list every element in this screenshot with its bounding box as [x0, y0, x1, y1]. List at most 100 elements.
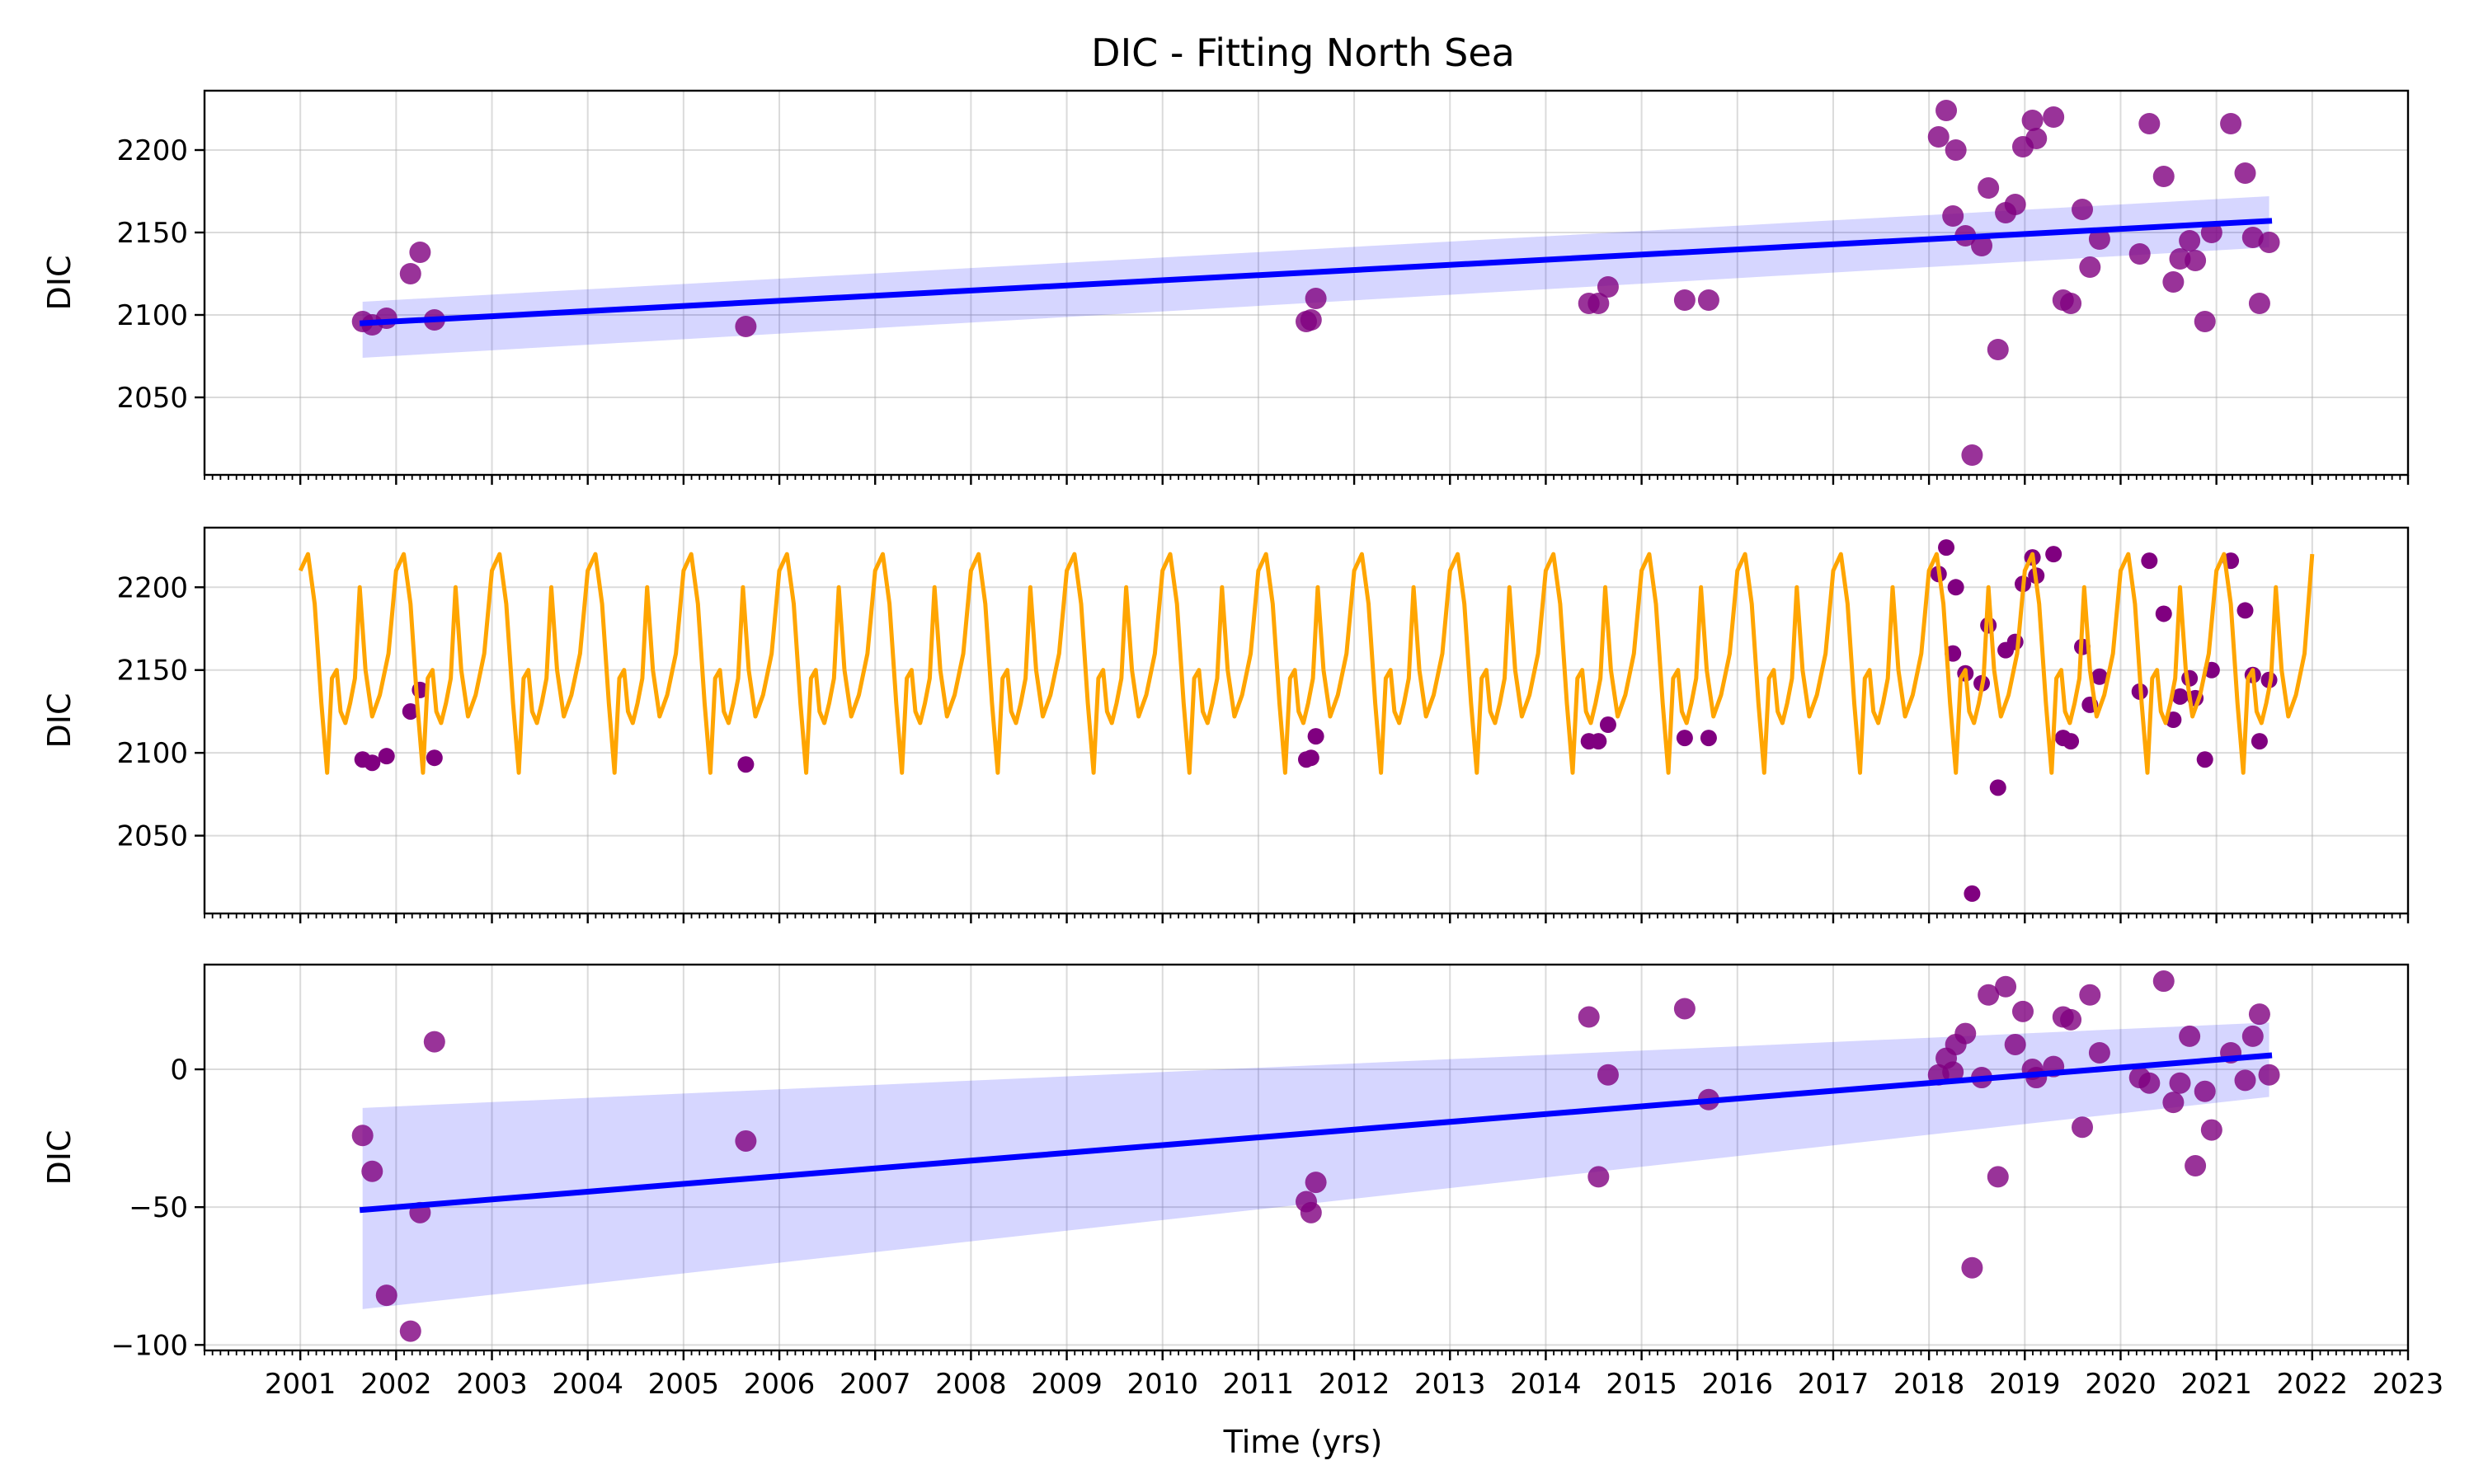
data-point — [2045, 546, 2062, 563]
x-tick-label: 2022 — [2277, 1368, 2349, 1401]
data-point — [2241, 227, 2264, 248]
data-point — [1978, 177, 2000, 199]
x-tick-label: 2013 — [1414, 1368, 1486, 1401]
data-point — [1676, 730, 1693, 747]
data-point — [1673, 289, 1696, 311]
data-point — [2006, 633, 2024, 650]
data-point — [2248, 1003, 2270, 1026]
data-point — [1597, 1064, 1619, 1086]
data-point — [1987, 1166, 2009, 1188]
data-point — [735, 1129, 757, 1152]
y-axis-label: DIC — [41, 1129, 78, 1185]
data-point — [2060, 1008, 2082, 1031]
y-tick-label: 2200 — [116, 571, 188, 604]
x-tick-label: 2016 — [1702, 1368, 1774, 1401]
data-point — [1587, 293, 1610, 314]
x-tick-label: 2001 — [265, 1368, 336, 1401]
data-point — [1587, 1166, 1610, 1188]
y-tick-label: 2100 — [116, 737, 188, 770]
data-point — [2179, 230, 2201, 251]
x-tick-label: 2018 — [1893, 1368, 1965, 1401]
data-point — [1978, 984, 2000, 1006]
data-point — [2162, 271, 2185, 293]
data-point — [2088, 1041, 2110, 1064]
data-point — [2196, 751, 2213, 768]
data-point — [1590, 733, 1607, 750]
data-point — [2185, 250, 2207, 271]
data-point — [2155, 605, 2172, 622]
data-point — [1954, 1022, 1977, 1045]
data-point — [375, 308, 397, 329]
x-axis-label: Time (yrs) — [1223, 1424, 1383, 1460]
data-point — [2004, 1033, 2026, 1055]
data-point — [2258, 1064, 2280, 1086]
data-point — [361, 1160, 383, 1182]
trend-line — [360, 218, 2273, 326]
confidence-band — [362, 196, 2269, 358]
y-tick-label: 0 — [170, 1054, 188, 1087]
data-point — [1305, 288, 1327, 309]
data-point — [2079, 984, 2101, 1006]
x-tick-label: 2003 — [456, 1368, 528, 1401]
y-tick-label: 2100 — [116, 299, 188, 332]
data-point — [2011, 1000, 2034, 1022]
data-point — [1971, 235, 1993, 256]
data-point — [2021, 110, 2044, 131]
x-tick-label: 2019 — [1989, 1368, 2061, 1401]
seasonal-fit-line — [298, 552, 2315, 775]
x-tick-label: 2021 — [2180, 1368, 2252, 1401]
x-tick-label: 2023 — [2373, 1368, 2444, 1401]
data-point — [2220, 113, 2242, 134]
data-point — [409, 242, 431, 263]
data-point — [399, 1320, 421, 1342]
confidence-band — [362, 1022, 2269, 1309]
panel-1: 2050 2100 2150 2200 DIC — [41, 89, 2410, 485]
y-axis-label: DIC — [41, 693, 78, 748]
data-point — [2258, 232, 2280, 253]
data-point — [1964, 885, 1981, 902]
data-point — [2079, 256, 2101, 278]
data-point — [399, 263, 421, 284]
data-point — [2171, 688, 2189, 705]
data-point — [351, 1125, 374, 1147]
data-point — [735, 316, 757, 337]
x-tick-label: 2006 — [744, 1368, 816, 1401]
data-point — [2162, 1092, 2185, 1114]
data-point — [2025, 128, 2048, 149]
panel-2: 2050 2100 2150 2200 DIC — [41, 526, 2410, 923]
data-point — [1697, 289, 1719, 311]
data-point — [1935, 100, 1958, 121]
data-point — [2141, 552, 2158, 570]
data-point — [2138, 1072, 2161, 1094]
chart-title: DIC - Fitting North Sea — [1091, 31, 1515, 75]
y-tick-label: 2150 — [116, 655, 188, 688]
data-point — [1578, 1006, 1600, 1028]
data-point — [1987, 339, 2009, 360]
data-point — [2169, 1072, 2191, 1094]
data-point — [364, 754, 381, 772]
x-tick-label: 2012 — [1319, 1368, 1390, 1401]
y-tick-label: −50 — [129, 1191, 188, 1224]
data-point — [1995, 975, 2017, 998]
x-tick-label: 2017 — [1798, 1368, 1870, 1401]
data-point — [1700, 730, 1717, 747]
data-point — [1300, 1201, 1322, 1223]
data-point — [2248, 293, 2270, 314]
y-tick-label: 2050 — [116, 382, 188, 415]
x-tick-label: 2008 — [935, 1368, 1007, 1401]
data-point — [1942, 1061, 1964, 1083]
y-tick-label: 2200 — [116, 134, 188, 167]
x-tick-label: 2005 — [648, 1368, 720, 1401]
data-point — [1942, 205, 1964, 227]
data-point — [2152, 970, 2175, 993]
data-point — [2241, 1025, 2264, 1047]
data-point — [1673, 998, 1696, 1020]
x-tick-label: 2020 — [2085, 1368, 2157, 1401]
data-point — [423, 1031, 445, 1053]
data-point — [2138, 113, 2161, 134]
data-point — [2128, 243, 2151, 265]
data-point — [2088, 228, 2110, 250]
y-axis-label: DIC — [41, 255, 78, 310]
data-point — [1305, 1172, 1327, 1194]
